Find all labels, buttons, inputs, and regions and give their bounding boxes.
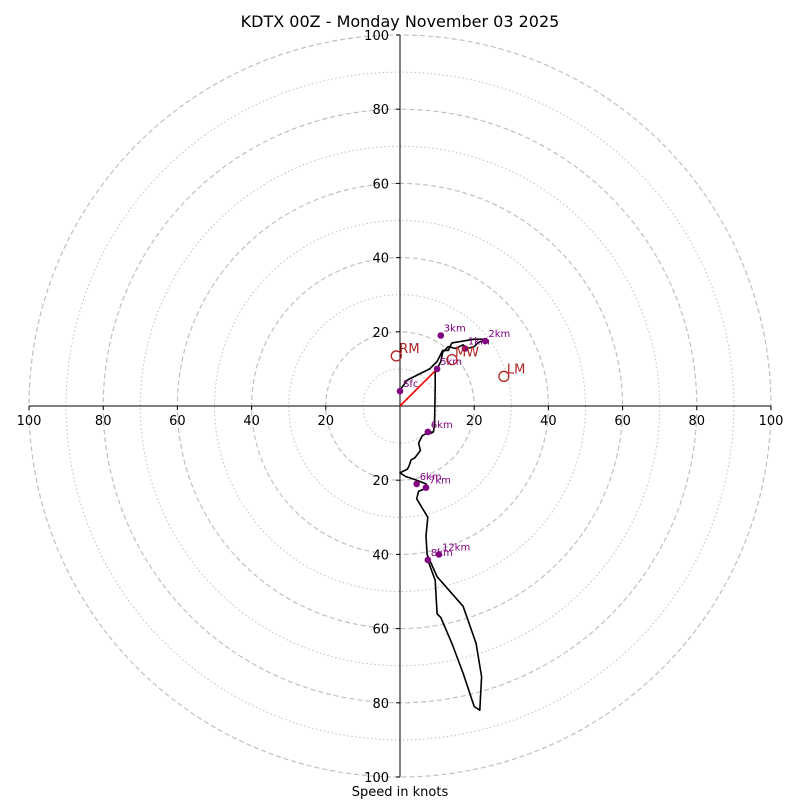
height-marker-label: 3km bbox=[444, 324, 466, 335]
x-tick-label: 20 bbox=[318, 414, 335, 429]
height-markers: Sfc1km2km3km5km6km6km7km8km12km bbox=[396, 324, 510, 564]
wind-profile-group bbox=[399, 338, 487, 712]
height-marker-point bbox=[396, 387, 404, 395]
y-tick-label: 80 bbox=[372, 103, 389, 118]
tick-labels: 100 80 60 40 20 20 40 60 80 100 100 80 60 40 20 20 40 60 8… bbox=[17, 29, 784, 786]
x-tick-label: 60 bbox=[614, 414, 631, 429]
storm-motion-marker bbox=[498, 370, 510, 382]
x-tick-label: 40 bbox=[540, 414, 557, 429]
x-tick-label: 60 bbox=[169, 414, 186, 429]
height-marker-label: 5km bbox=[440, 357, 462, 368]
x-tick-label: 40 bbox=[243, 414, 260, 429]
height-marker-point bbox=[461, 345, 469, 352]
storm-motion-label: LM bbox=[507, 362, 525, 377]
y-tick-label: 20 bbox=[372, 474, 389, 489]
storm-motion-label: MW bbox=[455, 346, 479, 361]
height-marker-point bbox=[424, 428, 432, 436]
height-marker-point bbox=[435, 551, 443, 558]
x-axis-label: Speed in knots bbox=[352, 785, 449, 800]
height-marker-label: 12km bbox=[442, 542, 470, 553]
storm-motions: RM MW LM bbox=[390, 342, 525, 382]
x-tick-label: 100 bbox=[759, 414, 784, 429]
storm-motion-marker bbox=[390, 350, 402, 362]
y-tick-label: 20 bbox=[372, 326, 389, 341]
height-marker-point bbox=[482, 337, 489, 345]
y-tick-label: 100 bbox=[364, 771, 389, 786]
height-marker-label: 1km bbox=[468, 336, 490, 347]
height-marker-point bbox=[413, 480, 420, 488]
height-marker-label: 2km bbox=[488, 329, 510, 340]
wind-profile-line bbox=[399, 338, 487, 712]
y-tick-label: 80 bbox=[372, 697, 389, 712]
height-marker-point bbox=[422, 484, 430, 491]
storm-motion-marker bbox=[446, 353, 458, 366]
x-tick-label: 100 bbox=[17, 414, 42, 429]
chart-title: KDTX 00Z - Monday November 03 2025 bbox=[241, 12, 560, 31]
height-marker-point bbox=[424, 556, 432, 564]
y-tick-label: 60 bbox=[372, 177, 389, 192]
height-marker-point bbox=[433, 365, 441, 373]
height-marker-label: 7km bbox=[429, 476, 451, 487]
height-marker-label: Sfc bbox=[403, 379, 418, 390]
height-marker-label: 6km bbox=[431, 420, 453, 431]
y-tick-label: 100 bbox=[364, 29, 389, 44]
x-tick-label: 80 bbox=[95, 414, 112, 429]
storm-motion-label: RM bbox=[399, 342, 419, 357]
x-tick-label: 20 bbox=[466, 414, 483, 429]
y-tick-label: 40 bbox=[372, 252, 389, 267]
height-marker-point bbox=[437, 332, 445, 339]
x-tick-label: 80 bbox=[689, 414, 706, 429]
y-tick-label: 40 bbox=[372, 548, 389, 563]
height-marker-label: 6km bbox=[420, 472, 442, 483]
y-tick-label: 60 bbox=[372, 623, 389, 638]
shear-vector-group bbox=[399, 368, 438, 407]
shear-vector bbox=[399, 368, 438, 407]
